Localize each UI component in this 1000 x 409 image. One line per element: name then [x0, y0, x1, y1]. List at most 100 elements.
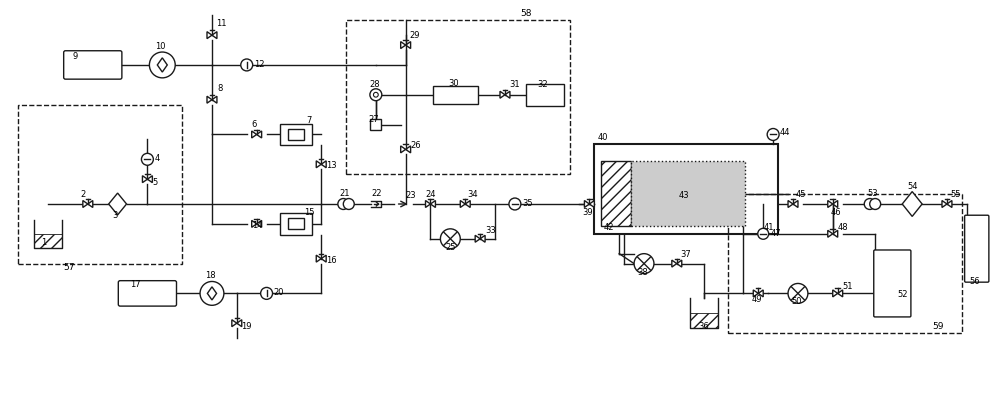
Text: 4: 4	[154, 154, 160, 163]
Text: 23: 23	[406, 191, 416, 200]
Text: 5: 5	[152, 178, 158, 187]
Text: 18: 18	[205, 271, 216, 280]
Polygon shape	[480, 236, 485, 243]
Circle shape	[864, 199, 875, 210]
Text: 54: 54	[907, 182, 918, 191]
Circle shape	[440, 229, 460, 249]
Text: 7: 7	[306, 115, 312, 124]
Text: 10: 10	[155, 42, 166, 51]
Text: 38: 38	[637, 267, 648, 276]
Polygon shape	[672, 261, 677, 267]
Text: 43: 43	[679, 191, 689, 200]
Polygon shape	[237, 320, 242, 327]
Polygon shape	[589, 201, 594, 208]
Text: 27: 27	[368, 114, 379, 123]
Polygon shape	[157, 59, 167, 73]
Polygon shape	[828, 201, 833, 208]
FancyBboxPatch shape	[118, 281, 177, 306]
Text: 25: 25	[445, 242, 456, 251]
Text: 53: 53	[867, 189, 878, 198]
Polygon shape	[828, 231, 833, 238]
Polygon shape	[788, 201, 793, 208]
Text: 45: 45	[796, 190, 806, 198]
Text: 15: 15	[304, 207, 315, 216]
Polygon shape	[207, 287, 217, 300]
Polygon shape	[460, 201, 465, 208]
Polygon shape	[902, 192, 922, 217]
Polygon shape	[316, 256, 321, 263]
Text: 32: 32	[538, 80, 548, 89]
Bar	[690, 313, 718, 328]
Polygon shape	[401, 146, 406, 153]
FancyBboxPatch shape	[64, 52, 122, 80]
Text: 48: 48	[838, 222, 848, 231]
Bar	[728, 195, 962, 333]
Circle shape	[634, 254, 654, 274]
Bar	[433, 87, 478, 104]
Polygon shape	[252, 132, 257, 139]
Text: 39: 39	[582, 207, 593, 216]
Text: 20: 20	[274, 288, 284, 297]
Text: 52: 52	[897, 290, 908, 299]
Text: 8: 8	[217, 83, 222, 92]
Text: 26: 26	[411, 141, 421, 150]
Text: 30: 30	[448, 79, 459, 88]
Text: 47: 47	[770, 228, 781, 237]
Text: 41: 41	[763, 222, 774, 231]
Text: 28: 28	[369, 80, 380, 89]
Polygon shape	[321, 256, 326, 263]
Polygon shape	[109, 193, 127, 216]
Bar	[280, 213, 312, 235]
Text: 3: 3	[113, 210, 118, 219]
Polygon shape	[232, 320, 237, 327]
Circle shape	[509, 198, 521, 211]
Circle shape	[788, 284, 808, 303]
Bar	[594, 145, 778, 234]
Polygon shape	[406, 43, 411, 49]
Polygon shape	[475, 236, 480, 243]
Text: 37: 37	[681, 249, 692, 258]
Bar	[370, 120, 381, 131]
FancyBboxPatch shape	[874, 250, 911, 317]
Bar	[526, 85, 564, 106]
Bar	[631, 162, 745, 226]
Circle shape	[338, 199, 349, 210]
Polygon shape	[833, 290, 838, 297]
Text: 56: 56	[970, 277, 980, 286]
Text: 36: 36	[699, 321, 709, 330]
Text: 58: 58	[520, 9, 531, 18]
Bar	[280, 124, 312, 146]
Polygon shape	[947, 201, 952, 208]
Text: 12: 12	[254, 60, 264, 69]
Text: 2: 2	[81, 190, 86, 198]
Text: 55: 55	[950, 190, 960, 198]
Polygon shape	[430, 201, 435, 208]
Polygon shape	[584, 201, 589, 208]
Bar	[34, 234, 62, 248]
Polygon shape	[212, 33, 217, 40]
Circle shape	[149, 53, 175, 79]
Circle shape	[241, 60, 253, 72]
Circle shape	[870, 199, 881, 210]
Text: 16: 16	[326, 255, 337, 264]
Text: 34: 34	[467, 190, 478, 198]
Text: 31: 31	[509, 80, 520, 89]
Polygon shape	[753, 290, 758, 297]
Text: 46: 46	[831, 207, 841, 216]
Polygon shape	[207, 97, 212, 104]
Text: 57: 57	[63, 262, 74, 271]
Circle shape	[370, 90, 382, 101]
Polygon shape	[252, 221, 257, 228]
Circle shape	[200, 282, 224, 306]
Bar	[288, 219, 304, 230]
Polygon shape	[207, 33, 212, 40]
Polygon shape	[942, 201, 947, 208]
Polygon shape	[793, 201, 798, 208]
Polygon shape	[758, 290, 763, 297]
Text: 13: 13	[326, 161, 337, 170]
Text: 33: 33	[485, 225, 496, 234]
Text: 42: 42	[603, 222, 614, 231]
Bar	[18, 106, 182, 264]
Text: 17: 17	[131, 280, 141, 289]
Polygon shape	[500, 92, 505, 99]
